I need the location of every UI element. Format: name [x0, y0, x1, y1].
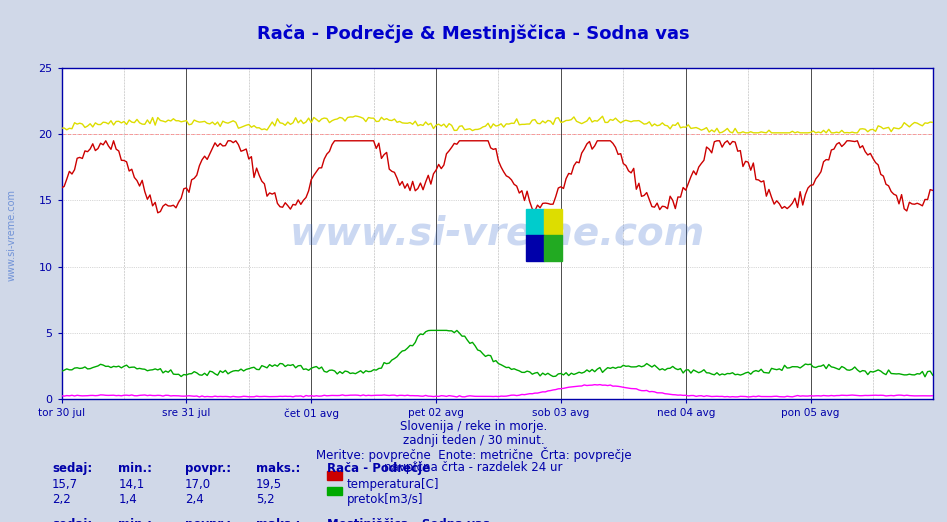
Text: pretok[m3/s]: pretok[m3/s]: [347, 493, 423, 506]
Text: www.si-vreme.com: www.si-vreme.com: [290, 215, 705, 253]
Bar: [526, 235, 544, 261]
Bar: [327, 471, 342, 480]
Text: povpr.:: povpr.:: [185, 518, 231, 522]
Text: zadnji teden / 30 minut.: zadnji teden / 30 minut.: [402, 434, 545, 447]
Text: 2,2: 2,2: [52, 493, 71, 506]
Text: maks.:: maks.:: [256, 518, 300, 522]
Text: 5,2: 5,2: [256, 493, 275, 506]
Text: Rača - Podrečje & Mestinjščica - Sodna vas: Rača - Podrečje & Mestinjščica - Sodna v…: [258, 25, 689, 43]
Text: 17,0: 17,0: [185, 478, 211, 491]
Text: maks.:: maks.:: [256, 462, 300, 475]
Text: Meritve: povprečne  Enote: metrične  Črta: povprečje: Meritve: povprečne Enote: metrične Črta:…: [315, 447, 632, 462]
Text: min.:: min.:: [118, 462, 152, 475]
Text: Mestinjščica - Sodna vas: Mestinjščica - Sodna vas: [327, 518, 490, 522]
Text: Slovenija / reke in morje.: Slovenija / reke in morje.: [400, 420, 547, 433]
Text: temperatura[C]: temperatura[C]: [347, 478, 439, 491]
Text: 2,4: 2,4: [185, 493, 204, 506]
Bar: [526, 209, 544, 235]
Text: www.si-vreme.com: www.si-vreme.com: [7, 189, 16, 281]
Text: 15,7: 15,7: [52, 478, 79, 491]
Text: povpr.:: povpr.:: [185, 462, 231, 475]
Text: sedaj:: sedaj:: [52, 462, 93, 475]
Text: 19,5: 19,5: [256, 478, 282, 491]
Text: 1,4: 1,4: [118, 493, 137, 506]
Text: 14,1: 14,1: [118, 478, 145, 491]
Bar: [327, 487, 342, 495]
Text: Rača - Podrečje: Rača - Podrečje: [327, 462, 430, 475]
Bar: [544, 209, 562, 235]
Text: sedaj:: sedaj:: [52, 518, 93, 522]
Text: navpična črta - razdelek 24 ur: navpična črta - razdelek 24 ur: [384, 461, 563, 474]
Bar: [544, 235, 562, 261]
Text: min.:: min.:: [118, 518, 152, 522]
